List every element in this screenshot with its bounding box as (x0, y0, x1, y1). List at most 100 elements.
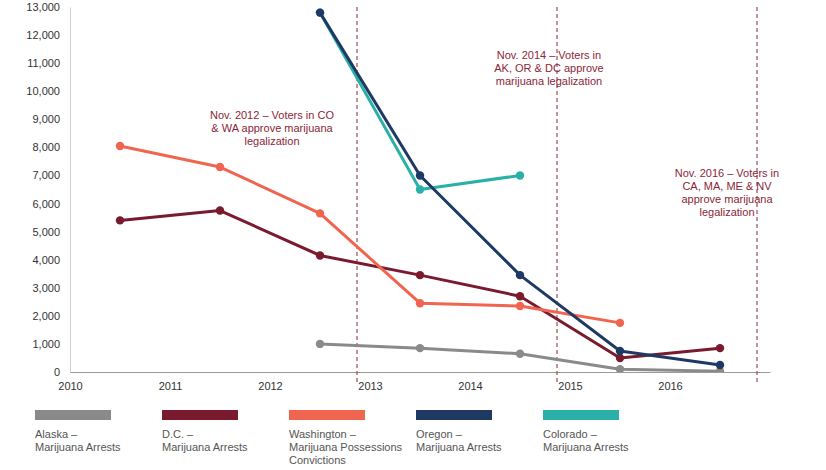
series-line (120, 211, 720, 358)
x-tick-label: 2014 (458, 380, 482, 392)
chart: 0 1,000 2,000 3,000 4,000 5,000 6,000 7,000 8,00… (0, 0, 826, 470)
legend-item: Colorado –Marijuana Arrests (543, 410, 629, 453)
y-tick: 9,000 (32, 113, 70, 125)
series-line (120, 146, 620, 323)
y-tick: 1,000 (32, 338, 70, 350)
y-axis: 0 1,000 2,000 3,000 4,000 5,000 6,000 7,000 8,00… (26, 1, 70, 378)
legend-item: D.C. –Marijuana Arrests (162, 410, 248, 453)
series-point (416, 171, 424, 179)
legend-item: Oregon –Marijuana Arrests (416, 410, 502, 453)
series-point (616, 347, 624, 355)
legend-label-line: Oregon – (416, 428, 463, 440)
y-tick-label: 1,000 (32, 338, 60, 350)
y-tick-label: 0 (54, 366, 60, 378)
legend-label-line: D.C. – (162, 428, 194, 440)
y-tick-label: 2,000 (32, 310, 60, 322)
y-tick: 3,000 (32, 282, 70, 294)
series-point (516, 302, 524, 310)
x-tick: 2016 (658, 372, 682, 392)
series-line (320, 13, 720, 365)
plot: 0 1,000 2,000 3,000 4,000 5,000 6,000 7,000 8,00… (26, 1, 779, 392)
y-tick: 0 (54, 366, 70, 378)
legend-swatch (162, 410, 238, 420)
annotation-text: legalization (244, 135, 299, 147)
legend-label-line: Marijuana Arrests (416, 441, 502, 453)
series-point (316, 251, 324, 259)
annotation-text: & WA approve marijuana (211, 122, 333, 134)
legend-swatch (289, 410, 365, 420)
series-point (716, 344, 724, 352)
series-point (516, 292, 524, 300)
series-point (516, 171, 524, 179)
y-axis-line (70, 8, 71, 373)
y-tick-label: 9,000 (32, 113, 60, 125)
legend-label: Oregon –Marijuana Arrests (416, 428, 502, 453)
series-point (616, 319, 624, 327)
x-tick-label: 2016 (658, 380, 682, 392)
legend-label-line: Colorado – (543, 428, 598, 440)
legend: Alaska –Marijuana ArrestsD.C. –Marijuana… (35, 410, 629, 466)
legend-label: Colorado –Marijuana Arrests (543, 428, 629, 453)
series-point (316, 209, 324, 217)
x-tick-label: 2015 (558, 380, 582, 392)
annotation-text: legalization (699, 206, 754, 218)
legend-label: Washington –Marijuana PossessionsConvict… (289, 428, 403, 466)
annotation-text: Nov. 2014 – Voters in (497, 49, 601, 61)
annotation-text: Nov. 2016 – Voters in (675, 167, 779, 179)
x-tick-label: 2011 (159, 380, 183, 392)
series-point (216, 163, 224, 171)
series-point (516, 271, 524, 279)
legend-label-line: Marijuana Arrests (162, 441, 248, 453)
x-tick: 2015 (558, 372, 582, 392)
series-point (416, 185, 424, 193)
legend-swatch (543, 410, 619, 420)
annotation-text: Nov. 2012 – Voters in CO (210, 109, 334, 121)
y-tick-label: 13,000 (26, 1, 60, 13)
y-tick-label: 5,000 (32, 226, 60, 238)
y-tick-label: 6,000 (32, 198, 60, 210)
series-point (616, 365, 624, 372)
y-tick-label: 8,000 (32, 141, 60, 153)
series-point (316, 340, 324, 348)
y-tick: 10,000 (26, 85, 70, 97)
legend-label-line: Washington – (289, 428, 357, 440)
y-tick: 11,000 (27, 57, 70, 69)
x-tick: 2011 (159, 372, 183, 392)
annotations: Nov. 2012 – Voters in CO& WA approve mar… (210, 7, 779, 382)
legend-label: Alaska –Marijuana Arrests (35, 428, 121, 453)
series-line (320, 13, 520, 190)
series-point (316, 8, 324, 16)
series-point (116, 216, 124, 224)
x-tick: 2012 (258, 372, 282, 392)
legend-label-line: Convictions (289, 454, 346, 466)
x-tick-label: 2012 (258, 380, 282, 392)
y-tick-label: 3,000 (32, 282, 60, 294)
series-point (716, 361, 724, 369)
y-tick-label: 4,000 (32, 254, 60, 266)
legend-label-line: Marijuana Arrests (35, 441, 121, 453)
x-axis: 2010 2011 2012 2013 2014 2015 2016 (58, 372, 770, 392)
legend-swatch (35, 410, 111, 420)
annotation-line (357, 7, 358, 382)
series-point (516, 350, 524, 358)
y-tick: 4,000 (32, 254, 70, 266)
series-point (416, 271, 424, 279)
series-point (216, 206, 224, 214)
x-tick: 2010 (58, 372, 82, 392)
series-point (116, 142, 124, 150)
annotation-text: marijuana legalization (496, 75, 602, 87)
y-tick: 6,000 (32, 198, 70, 210)
y-tick: 2,000 (32, 310, 70, 322)
marks (116, 8, 724, 372)
y-tick: 13,000 (26, 1, 70, 13)
y-tick-label: 7,000 (32, 169, 60, 181)
annotation-text: approve marijuana (681, 193, 773, 205)
legend-label-line: Marijuana Possessions (289, 441, 403, 453)
y-tick: 8,000 (32, 141, 70, 153)
annotation-text: AK, OR & DC approve (494, 62, 603, 74)
y-tick-label: 10,000 (26, 85, 60, 97)
series-point (416, 299, 424, 307)
x-tick: 2013 (358, 372, 382, 392)
legend-label-line: Alaska – (35, 428, 78, 440)
x-tick-label: 2010 (58, 380, 82, 392)
